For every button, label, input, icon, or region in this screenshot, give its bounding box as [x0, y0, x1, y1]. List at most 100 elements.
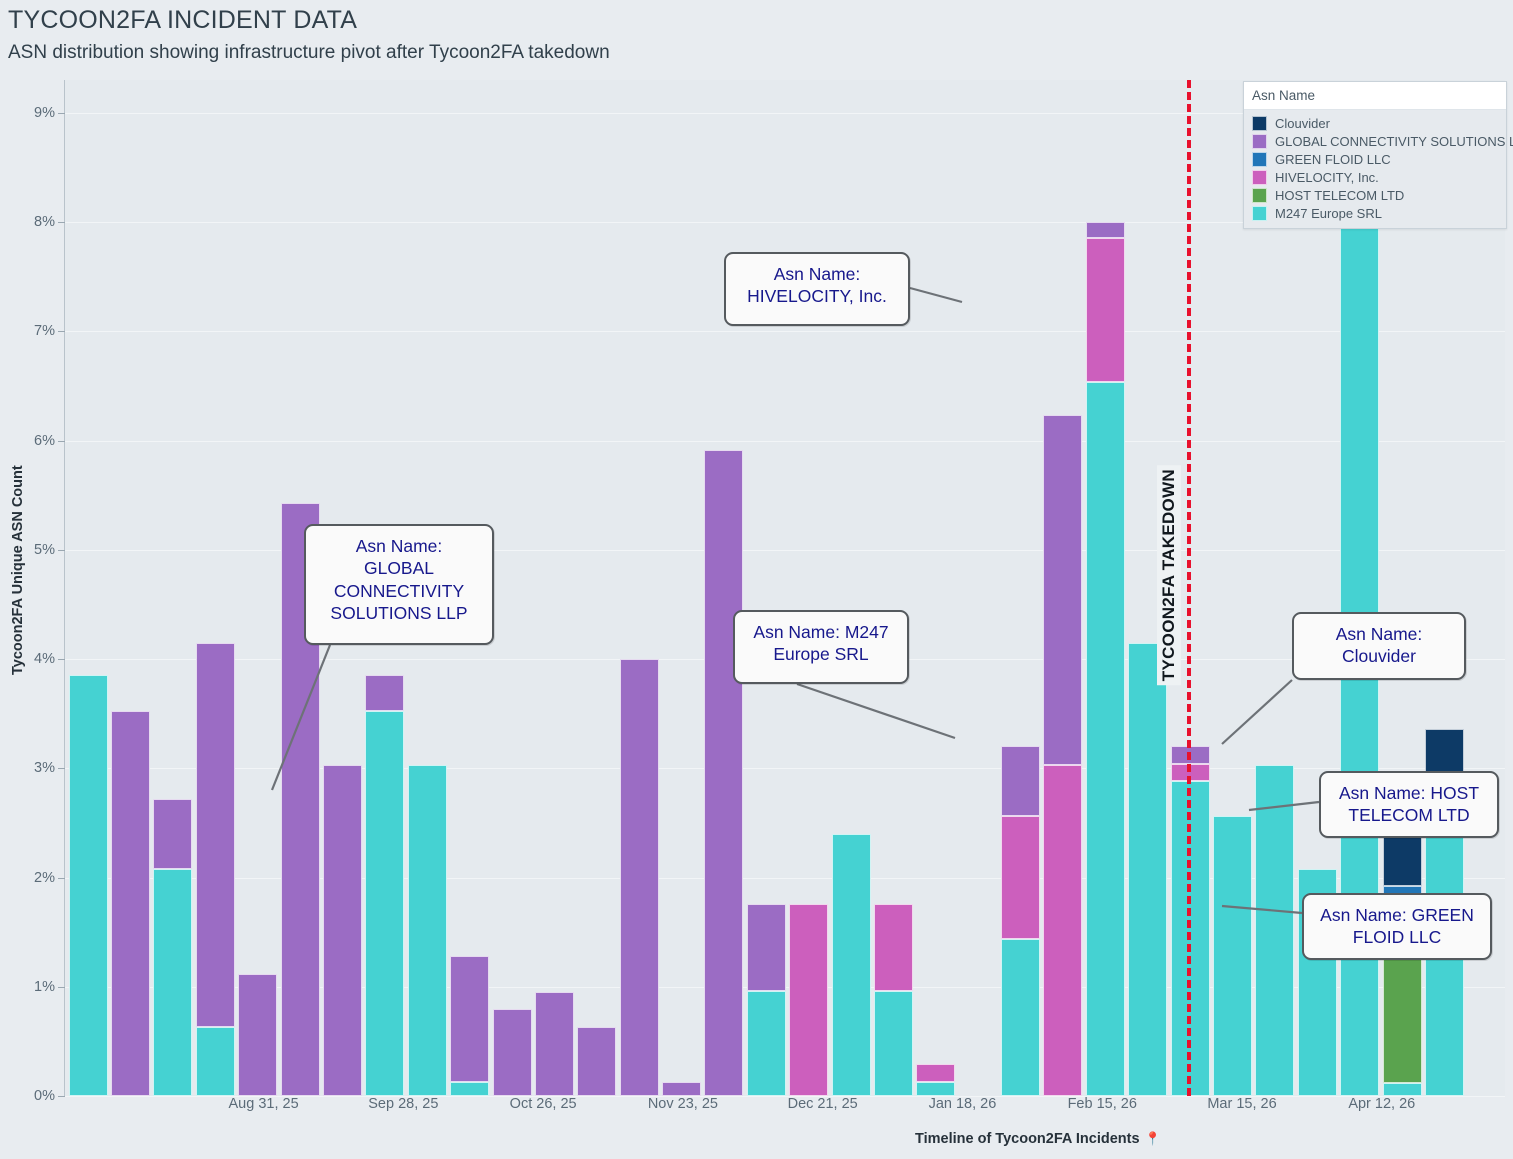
- bar-segment[interactable]: [153, 798, 193, 869]
- bar[interactable]: [1001, 746, 1041, 1096]
- bar[interactable]: [704, 450, 744, 1096]
- bar-segment[interactable]: [450, 1081, 490, 1096]
- legend-item[interactable]: HIVELOCITY, Inc.: [1244, 168, 1506, 186]
- bar-segment[interactable]: [450, 956, 490, 1082]
- bar-segment[interactable]: [704, 450, 744, 1096]
- bar-segment[interactable]: [1382, 833, 1422, 887]
- bar[interactable]: [1085, 222, 1125, 1096]
- bar-segment[interactable]: [1085, 381, 1125, 1096]
- bar[interactable]: [534, 992, 574, 1096]
- x-axis-tick-label: Nov 23, 25: [647, 1096, 718, 1112]
- bar-segment[interactable]: [1043, 415, 1083, 765]
- y-axis-tick-mark: [58, 659, 65, 660]
- y-axis-tick-label: 6%: [34, 432, 55, 449]
- bar[interactable]: [450, 956, 490, 1096]
- bar-segment[interactable]: [916, 1081, 956, 1096]
- bar-segment[interactable]: [873, 991, 913, 1096]
- bar[interactable]: [789, 903, 829, 1096]
- annotation-callout-hivelocity[interactable]: Asn Name: HIVELOCITY, Inc.: [724, 252, 910, 326]
- bar-segment[interactable]: [746, 903, 786, 992]
- bar-segment[interactable]: [68, 675, 108, 1096]
- bar-segment[interactable]: [195, 642, 235, 1028]
- bar[interactable]: [873, 903, 913, 1096]
- bar[interactable]: [68, 675, 108, 1096]
- bar[interactable]: [238, 973, 278, 1096]
- y-axis-tick-mark: [58, 112, 65, 114]
- pin-icon: 📍: [1144, 1131, 1161, 1146]
- bar-segment[interactable]: [238, 973, 278, 1096]
- bar[interactable]: [916, 1064, 956, 1096]
- annotation-leader-green-floid: [1221, 904, 1303, 915]
- legend-swatch: [1252, 115, 1267, 131]
- gridline: [65, 222, 1505, 224]
- bar[interactable]: [111, 711, 151, 1096]
- legend-item[interactable]: GREEN FLOID LLC: [1244, 150, 1506, 168]
- annotation-callout-clouvider[interactable]: Asn Name: Clouvider: [1292, 612, 1466, 680]
- annotation-line: Asn Name:: [773, 264, 861, 284]
- bar-segment[interactable]: [1255, 764, 1295, 1096]
- bar-segment[interactable]: [1001, 938, 1041, 1096]
- bar-segment[interactable]: [111, 711, 151, 1096]
- bar[interactable]: [1255, 764, 1295, 1096]
- bar[interactable]: [1128, 642, 1168, 1096]
- legend-item-label: M247 Europe SRL: [1275, 205, 1382, 221]
- legend-item-label: HOST TELECOM LTD: [1275, 187, 1405, 203]
- bar-segment[interactable]: [1213, 816, 1252, 1096]
- bar-segment[interactable]: [831, 833, 871, 1096]
- bar-segment[interactable]: [407, 764, 447, 1096]
- bar-segment[interactable]: [662, 1081, 702, 1096]
- annotation-leader-host-telecom: [1248, 800, 1320, 812]
- bar-segment[interactable]: [1128, 642, 1168, 1096]
- bar[interactable]: [662, 1081, 702, 1096]
- bar-segment[interactable]: [1001, 816, 1041, 939]
- bar-segment[interactable]: [534, 992, 574, 1096]
- bar-segment[interactable]: [619, 659, 659, 1096]
- bar-segment[interactable]: [1085, 222, 1125, 239]
- bar[interactable]: [153, 798, 193, 1096]
- legend-item[interactable]: GLOBAL CONNECTIVITY SOLUTIONS LLP: [1244, 132, 1513, 150]
- bar[interactable]: [1043, 415, 1083, 1096]
- gridline: [65, 1096, 1505, 1097]
- bar-segment[interactable]: [916, 1064, 956, 1082]
- bar[interactable]: [1382, 833, 1422, 1096]
- bar-segment[interactable]: [153, 868, 193, 1096]
- gridline: [65, 331, 1505, 333]
- bar-segment[interactable]: [322, 764, 362, 1096]
- legend-item[interactable]: HOST TELECOM LTD: [1244, 186, 1506, 204]
- annotation-callout-green-floid[interactable]: Asn Name: GREEN FLOID LLC: [1302, 893, 1492, 960]
- annotation-callout-global-connectivity[interactable]: Asn Name: GLOBAL CONNECTIVITY SOLUTIONS LLP: [304, 524, 494, 645]
- bar[interactable]: [831, 833, 871, 1096]
- y-axis-tick-label: 1%: [34, 978, 55, 995]
- bar-segment[interactable]: [873, 903, 913, 992]
- legend-item-label: GREEN FLOID LLC: [1275, 151, 1391, 167]
- bar[interactable]: [492, 1008, 532, 1096]
- bar-segment[interactable]: [1382, 1082, 1422, 1096]
- bar-segment[interactable]: [577, 1027, 617, 1096]
- legend-swatch: [1252, 205, 1267, 221]
- bar[interactable]: [365, 675, 405, 1096]
- bar[interactable]: [577, 1027, 617, 1096]
- bar-segment[interactable]: [1001, 746, 1041, 817]
- bar-segment[interactable]: [1424, 833, 1464, 1096]
- bar[interactable]: [746, 903, 786, 1096]
- bar-segment[interactable]: [789, 903, 829, 1096]
- bar[interactable]: [195, 642, 235, 1096]
- bar-segment[interactable]: [492, 1008, 532, 1096]
- bar-segment[interactable]: [365, 675, 405, 712]
- bar[interactable]: [619, 659, 659, 1096]
- bar-segment[interactable]: [195, 1027, 235, 1096]
- legend-item[interactable]: Clouvider: [1244, 114, 1506, 132]
- bar[interactable]: [1213, 816, 1252, 1096]
- legend-item-label: HIVELOCITY, Inc.: [1275, 169, 1379, 185]
- bar-segment[interactable]: [746, 991, 786, 1096]
- bar-segment[interactable]: [365, 711, 405, 1096]
- bar-segment[interactable]: [1043, 764, 1083, 1096]
- annotation-callout-host-telecom[interactable]: Asn Name: HOST TELECOM LTD: [1319, 771, 1499, 838]
- bar-segment[interactable]: [1085, 238, 1125, 382]
- legend-swatch: [1252, 133, 1267, 149]
- bar[interactable]: [322, 764, 362, 1096]
- annotation-callout-m247[interactable]: Asn Name: M247 Europe SRL: [733, 610, 909, 684]
- legend[interactable]: Asn Name Clouvider GLOBAL CONNECTIVITY SO…: [1243, 81, 1513, 229]
- legend-item[interactable]: M247 Europe SRL: [1244, 204, 1506, 222]
- bar[interactable]: [407, 764, 447, 1096]
